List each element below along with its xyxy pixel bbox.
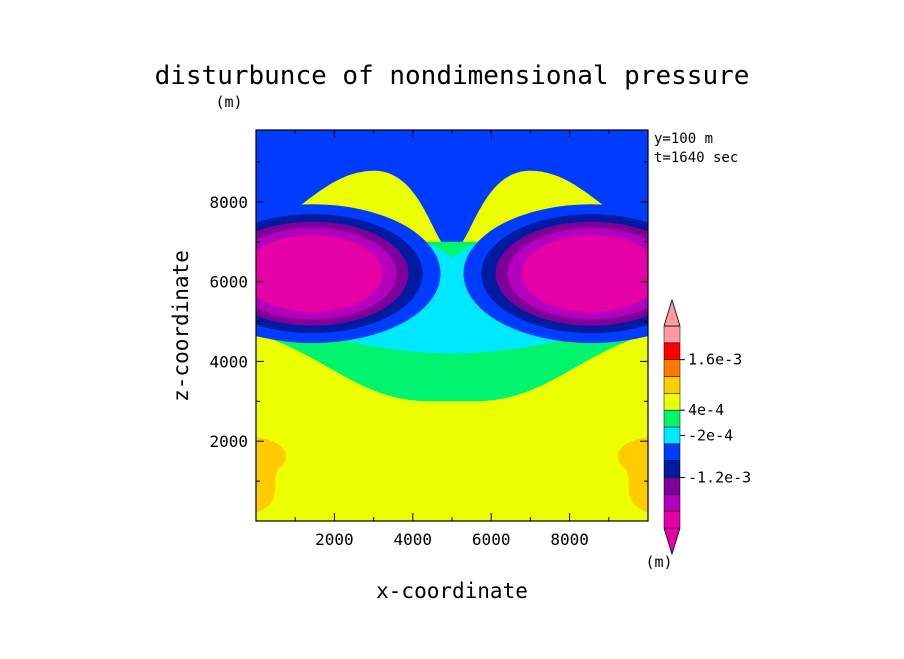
y-tick-label: 8000 — [209, 193, 248, 212]
colorbar-segment — [663, 393, 681, 411]
colorbar-unit: (m) — [645, 553, 672, 571]
x-tick-label: 8000 — [550, 530, 589, 549]
y-tick-label: 4000 — [209, 352, 248, 371]
colorbar-segment — [663, 443, 681, 461]
y-axis-unit: (m) — [215, 93, 242, 111]
y-tick-label: 6000 — [209, 273, 248, 292]
colorbar-segment — [663, 342, 681, 360]
colorbar-segment — [663, 409, 681, 428]
top-layer-band — [256, 130, 648, 251]
corner-patch-left — [256, 437, 287, 514]
chart-title: disturbunce of nondimensional pressure — [155, 61, 750, 91]
colorbar-segment — [663, 376, 681, 394]
colorbar-label: 4e-4 — [688, 401, 724, 419]
colorbar-label: -1.2e-3 — [688, 469, 751, 487]
x-tick-label: 2000 — [315, 530, 354, 549]
vortex-ring — [521, 235, 648, 313]
colorbar-max-arrow — [663, 298, 681, 327]
annotation-time: t=1640 sec — [654, 150, 738, 166]
x-tick-label: 4000 — [394, 530, 433, 549]
colorbar-label: 1.6e-3 — [688, 351, 742, 369]
colorbar-segment — [663, 426, 681, 445]
y-tick-label: 2000 — [209, 432, 248, 451]
x-tick-label: 6000 — [472, 530, 511, 549]
colorbar: 1.6e-3 4e-4 -2e-4 -1.2e-3 — [663, 298, 751, 556]
colorbar-min-arrow — [663, 527, 681, 556]
plot-axes: 2000 4000 6000 8000 2000 4000 6000 8000 — [209, 129, 649, 549]
colorbar-segment — [663, 325, 681, 344]
colorbar-segment — [663, 477, 681, 495]
vortex-ring — [256, 235, 383, 313]
colorbar-segment — [663, 510, 681, 529]
corner-patch-right — [617, 437, 648, 514]
colorbar-segment — [663, 460, 681, 478]
y-axis-label: z-coordinate — [169, 250, 193, 402]
colorbar-label: -2e-4 — [688, 426, 733, 444]
colorbar-segment — [663, 359, 681, 377]
annotation-y: y=100 m — [654, 131, 713, 147]
x-axis-label: x-coordinate — [376, 579, 528, 603]
contour-field — [256, 130, 648, 521]
colorbar-segment — [663, 494, 681, 512]
